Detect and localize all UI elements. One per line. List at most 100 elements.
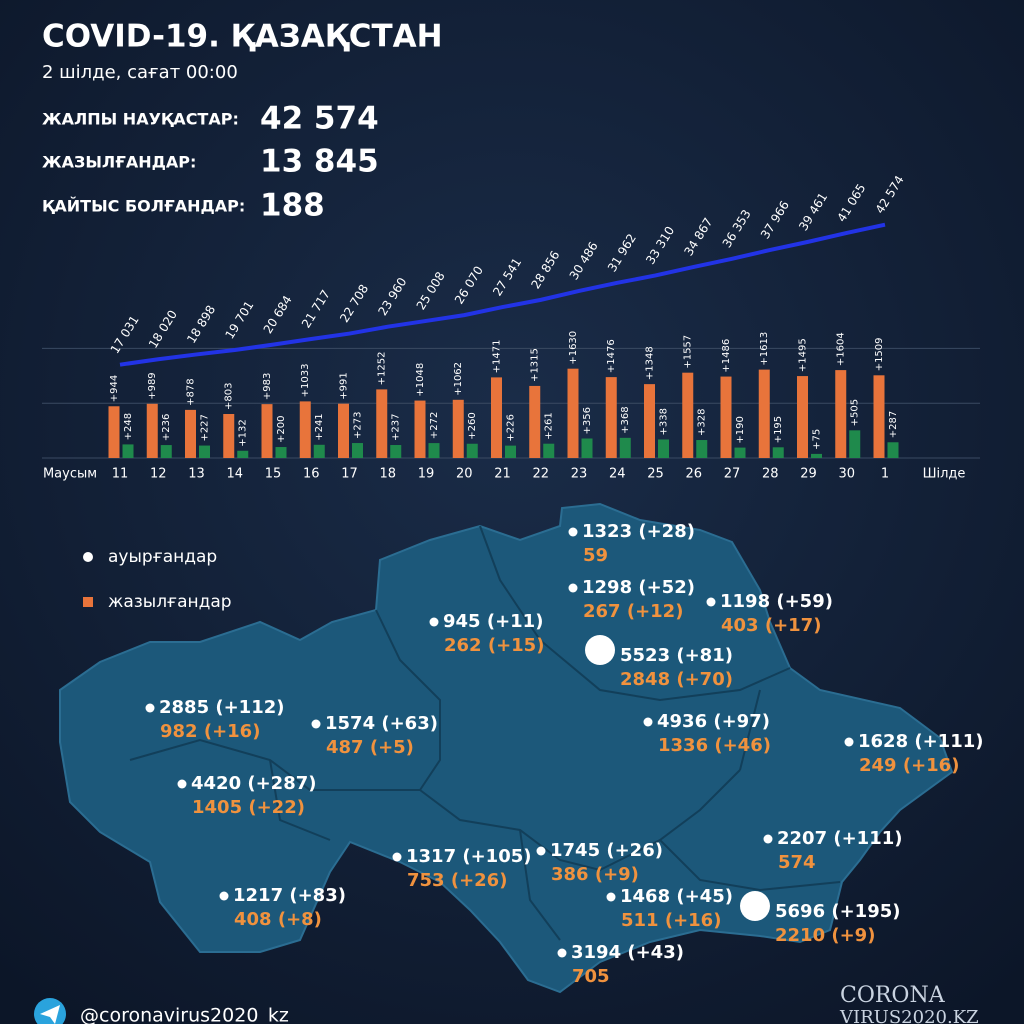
x-tick-label: 14 — [226, 467, 243, 482]
logo-bottom: VIRUS2020.KZ — [839, 1007, 979, 1024]
region-recovered: 487 (+5) — [326, 737, 414, 758]
bar-value-label: +1252 — [377, 352, 388, 386]
stat-value: 13 845 — [260, 144, 379, 180]
bar-value-label: +1509 — [874, 337, 885, 371]
x-tick-label: 13 — [188, 467, 205, 482]
bar — [223, 413, 235, 458]
x-tick-label: 26 — [685, 467, 702, 482]
region-recovered: 262 (+15) — [444, 635, 544, 656]
region-recovered: 1405 (+22) — [192, 797, 305, 818]
bar — [237, 450, 249, 458]
x-tick-label: 27 — [724, 467, 741, 482]
region-cases: 1317 (+105) — [406, 846, 531, 867]
region-recovered: 511 (+16) — [621, 910, 721, 931]
bar — [835, 370, 847, 458]
region-cases: 1298 (+52) — [582, 577, 695, 598]
bar-value-label: +1613 — [759, 332, 770, 366]
bar-value-label: +195 — [773, 416, 784, 443]
bar — [849, 430, 861, 458]
region-recovered: 753 (+26) — [407, 870, 507, 891]
region-cases: 5523 (+81) — [620, 645, 733, 666]
x-tick-label: 12 — [150, 467, 167, 482]
region-recovered: 982 (+16) — [160, 721, 260, 742]
bar — [313, 444, 325, 458]
bar — [529, 385, 541, 458]
bar — [452, 399, 464, 458]
region-cases: 1574 (+63) — [325, 713, 438, 734]
x-tick-label: 22 — [532, 467, 549, 482]
region-recovered: 267 (+12) — [583, 601, 683, 622]
bar-value-label: +75 — [812, 429, 823, 450]
bar-value-label: +1557 — [683, 335, 694, 369]
region-recovered: 2848 (+70) — [620, 669, 733, 690]
bar — [261, 404, 273, 458]
region-cases: 1217 (+83) — [233, 885, 346, 906]
bar-value-label: +505 — [850, 399, 861, 426]
bar — [338, 403, 349, 458]
bar — [299, 401, 311, 458]
date: 2 шілде, сағат 00:00 — [42, 62, 238, 83]
bar — [466, 443, 478, 458]
bar-value-label: +1315 — [530, 348, 541, 382]
x-tick-label: 25 — [647, 467, 664, 482]
region-recovered: 1336 (+46) — [658, 735, 771, 756]
x-tick-label: 19 — [418, 467, 435, 482]
region-recovered: 249 (+16) — [859, 755, 959, 776]
region-labels: 1323 (+28) 59 1298 (+52) 267 (+12) 1198 (+59… — [145, 521, 983, 987]
map-shape — [59, 502, 954, 994]
bar-value-label: +878 — [186, 378, 197, 405]
x-axis-end-label: Шілде — [923, 467, 966, 482]
x-tick-label: 16 — [303, 467, 320, 482]
bar — [414, 400, 426, 458]
x-tick-label: 30 — [838, 467, 855, 482]
bar — [619, 437, 631, 458]
bar-value-label: +1471 — [492, 340, 503, 374]
bar-value-label: +260 — [467, 412, 478, 439]
bar-value-label: +944 — [109, 375, 120, 402]
region-cases: 1323 (+28) — [582, 521, 695, 542]
bar — [376, 389, 388, 458]
map: ауырғандар жазылғандар 1323 (+28) 59 1298 … — [59, 502, 983, 994]
region-cases: 1745 (+26) — [550, 840, 663, 861]
bar — [146, 403, 158, 458]
region-marker — [706, 597, 716, 607]
region-recovered: 408 (+8) — [234, 909, 322, 930]
bar-value-label: +803 — [224, 383, 235, 410]
region-cases: 3194 (+43) — [571, 942, 684, 963]
region-cases: 1628 (+111) — [858, 731, 983, 752]
bar — [390, 445, 402, 458]
x-axis-start-label: Маусым — [43, 467, 97, 482]
bar — [160, 445, 172, 458]
bar-value-label: +241 — [314, 413, 325, 440]
logo-top: CORONA — [840, 983, 946, 1008]
region-marker — [557, 948, 567, 958]
region-marker — [311, 719, 321, 729]
region-recovered: 574 — [778, 852, 816, 873]
region-borders — [129, 525, 841, 941]
bar-value-label: +338 — [659, 408, 670, 435]
bar — [720, 376, 732, 458]
bar — [199, 445, 210, 458]
region-marker — [177, 779, 187, 789]
region-cases: 2885 (+112) — [159, 697, 284, 718]
region-marker — [844, 737, 854, 747]
region-recovered: 386 (+9) — [551, 864, 639, 885]
region-marker — [568, 527, 578, 537]
bar — [734, 447, 746, 458]
bar — [491, 377, 502, 458]
region-recovered: 403 (+17) — [721, 615, 821, 636]
stat-value: 188 — [260, 188, 325, 224]
bar — [873, 375, 885, 458]
bar-value-label: +368 — [620, 406, 631, 433]
x-tick-label: 11 — [112, 467, 129, 482]
region-marker — [643, 717, 653, 727]
region-recovered: 2210 (+9) — [775, 925, 875, 946]
x-tick-label: 15 — [265, 467, 282, 482]
bar — [605, 377, 617, 458]
bar — [658, 439, 669, 458]
bar — [696, 440, 708, 458]
region-cases: 945 (+11) — [443, 611, 543, 632]
legend-label: жазылғандар — [108, 592, 232, 612]
bar-value-label: +989 — [147, 372, 158, 399]
x-tick-label: 20 — [456, 467, 473, 482]
